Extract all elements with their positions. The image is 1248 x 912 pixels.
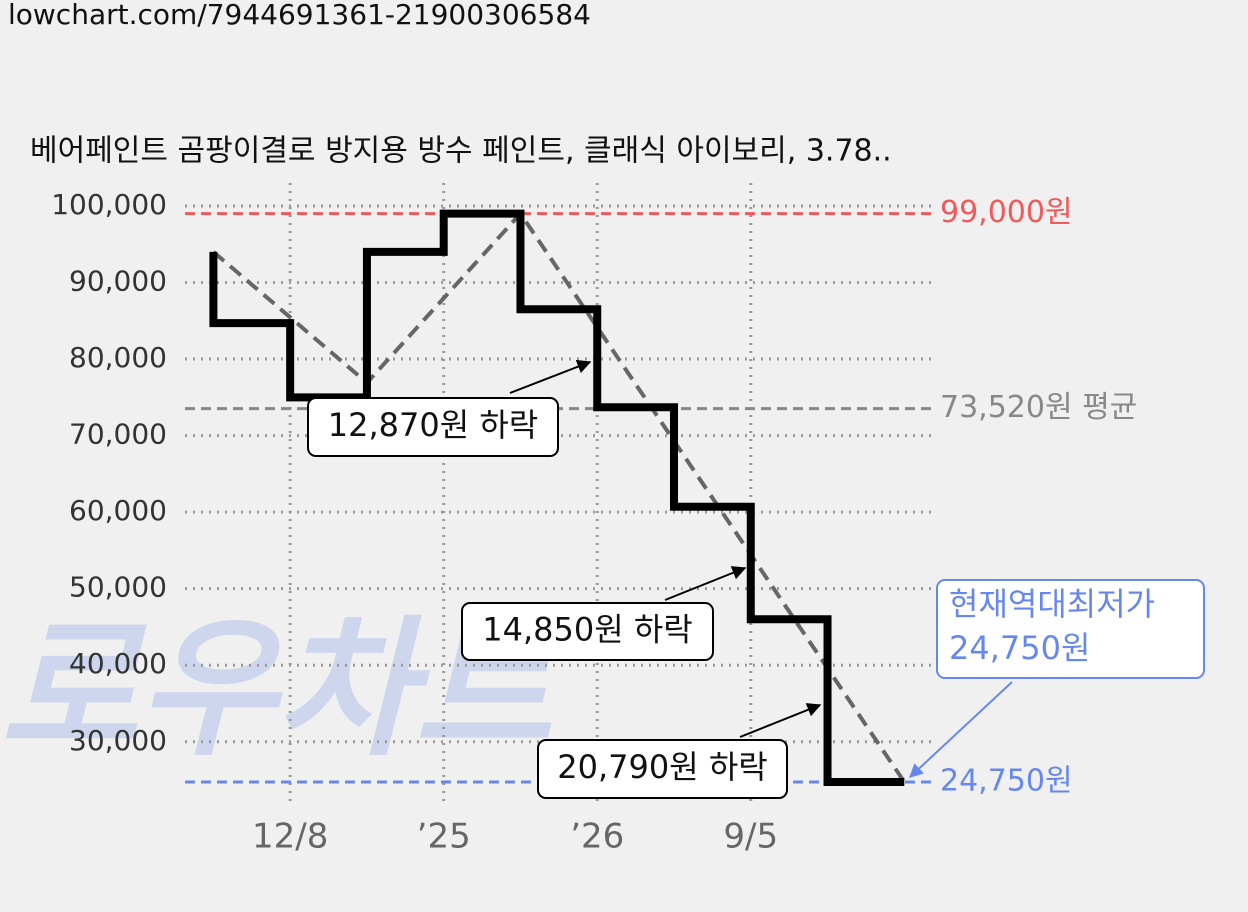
y-tick-label: 90,000 <box>69 265 167 298</box>
chart-title: 베어페인트 곰팡이결로 방지용 방수 페인트, 클래식 아이보리, 3.78.. <box>30 134 892 169</box>
reference-label: 73,520원 평균 <box>940 390 1137 425</box>
price-line <box>209 209 905 786</box>
annotation-arrow <box>509 360 592 394</box>
annotation-text: 14,850원 하락 <box>482 611 692 649</box>
annotation-box <box>461 602 714 661</box>
x-tick-label: ’25 <box>417 817 471 857</box>
y-tick-label: 40,000 <box>69 647 167 680</box>
y-tick-label: 100,000 <box>51 188 167 221</box>
url: lowchart.com/7944691361-21900306584 <box>8 0 591 31</box>
x-tick-label: 12/8 <box>252 817 328 857</box>
y-tick-label: 60,000 <box>69 494 167 527</box>
trend-line <box>212 210 906 784</box>
y-tick-label: 80,000 <box>69 341 167 374</box>
annotation-arrow <box>664 566 747 601</box>
x-tick-label: ’26 <box>570 817 624 857</box>
y-tick-label: 30,000 <box>69 724 167 757</box>
y-tick-label: 70,000 <box>69 418 167 451</box>
annotation-text: 24,750원 <box>949 629 1090 667</box>
annotation-box <box>307 397 559 457</box>
annotation-box <box>537 739 788 799</box>
annotation-text: 12,870원 하락 <box>328 406 538 444</box>
y-tick-label: 50,000 <box>69 571 167 604</box>
reference-label: 99,000원 <box>940 195 1073 230</box>
annotation-box <box>936 579 1205 679</box>
x-tick-label: 9/5 <box>723 817 778 857</box>
annotation-arrow <box>908 681 1013 778</box>
annotation-arrow <box>739 703 822 738</box>
annotation-text: 20,790원 하락 <box>557 748 767 786</box>
annotation-text: 현재역대최저가 <box>949 585 1155 623</box>
reference-label: 24,750원 <box>940 763 1073 798</box>
